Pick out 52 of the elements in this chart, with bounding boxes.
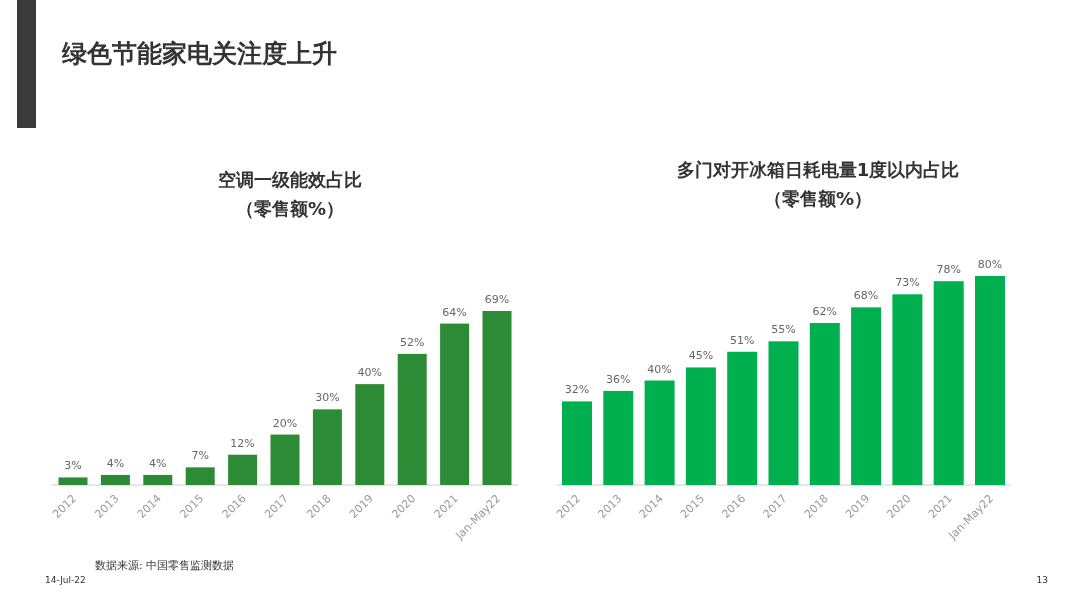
data-label: 40% xyxy=(357,366,383,380)
bar xyxy=(644,380,675,485)
data-label: 52% xyxy=(399,335,425,349)
data-label: 51% xyxy=(729,333,755,347)
bar xyxy=(933,281,964,485)
data-label: 78% xyxy=(936,263,961,277)
bar xyxy=(355,384,385,485)
data-label: 45% xyxy=(688,349,714,363)
bar xyxy=(685,367,716,485)
data-label: 73% xyxy=(895,276,920,290)
bar xyxy=(58,477,88,485)
data-label: 68% xyxy=(853,289,879,303)
bar xyxy=(143,474,173,485)
data-label: 40% xyxy=(647,362,672,376)
chart-subtitle: （零售额%） xyxy=(235,198,345,219)
bar xyxy=(440,323,470,485)
bar xyxy=(100,474,130,485)
bar xyxy=(312,409,342,485)
data-label: 4% xyxy=(149,456,167,470)
bar xyxy=(727,351,758,485)
bar xyxy=(562,401,592,485)
chart-title: 空调一级能效占比 xyxy=(218,169,362,190)
bar xyxy=(975,276,1005,485)
bar xyxy=(270,434,300,485)
chart-title: 多门对开冰箱日耗电量1度以内占比 xyxy=(676,159,960,180)
bar xyxy=(809,323,840,485)
data-label: 32% xyxy=(564,383,590,397)
data-label: 64% xyxy=(442,305,467,319)
text: 14-Jul-22 xyxy=(45,575,86,585)
bar xyxy=(768,341,799,485)
data-label: 7% xyxy=(191,449,209,463)
data-label: 80% xyxy=(977,258,1003,271)
text: 13 xyxy=(1036,575,1048,585)
bar xyxy=(228,454,258,485)
data-label: 36% xyxy=(606,372,631,386)
data-label: 12% xyxy=(230,436,255,450)
source-note: 数据来源: 中国零售监测数据 xyxy=(95,559,235,572)
bar xyxy=(185,467,215,485)
data-label: 3% xyxy=(64,459,82,473)
bar xyxy=(482,311,512,485)
data-label: 62% xyxy=(812,305,838,319)
bar xyxy=(851,307,882,485)
chart-subtitle: （零售额%） xyxy=(763,188,873,209)
bar xyxy=(892,294,923,485)
data-label: 55% xyxy=(771,323,796,337)
bar xyxy=(397,353,427,485)
data-label: 30% xyxy=(315,391,340,405)
data-label: 20% xyxy=(272,416,298,430)
data-label: 4% xyxy=(106,456,125,470)
data-label: 69% xyxy=(484,293,510,306)
bar xyxy=(603,390,634,485)
text: 绿色节能家电关注度上升 xyxy=(61,39,337,68)
